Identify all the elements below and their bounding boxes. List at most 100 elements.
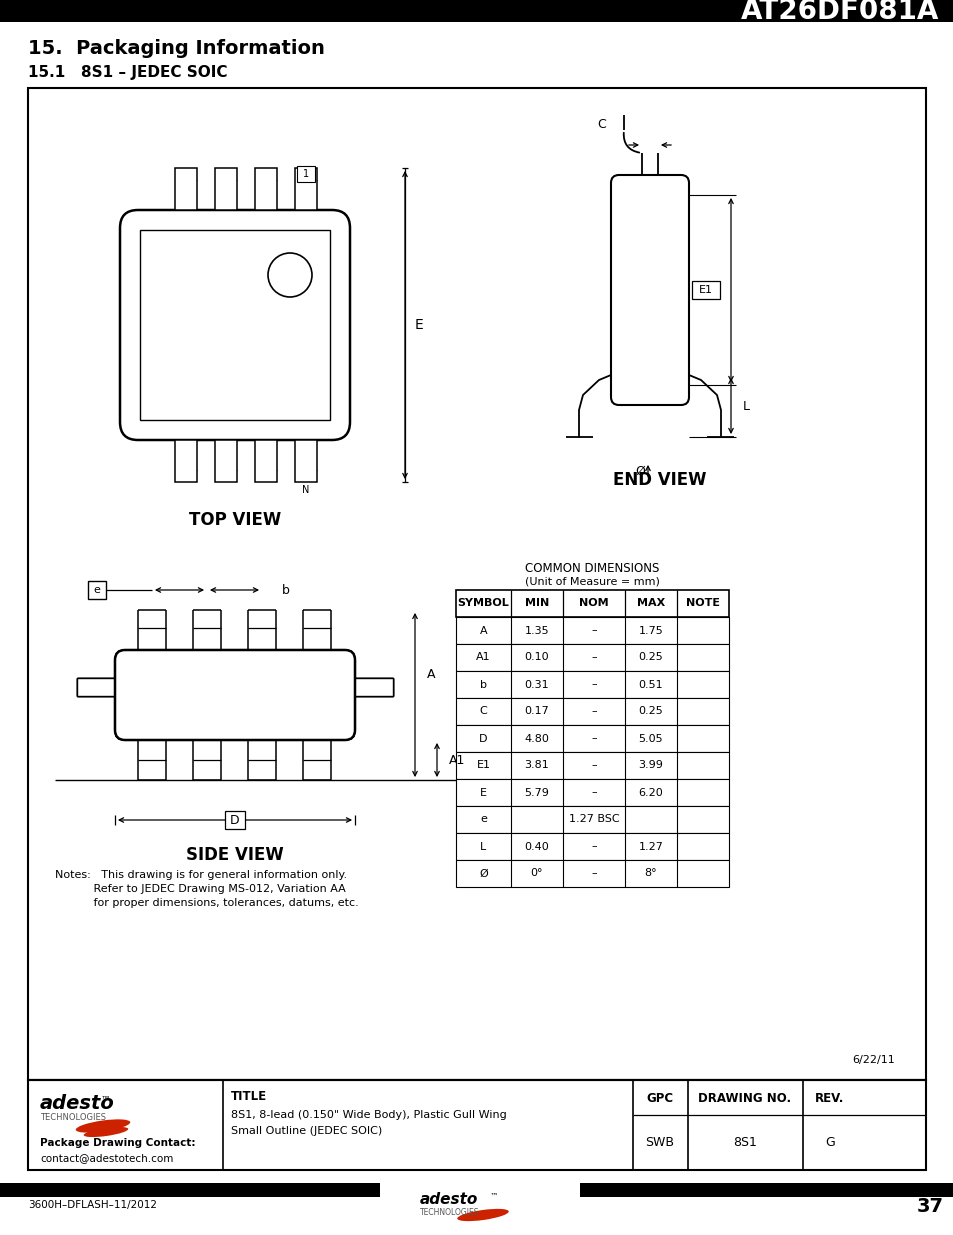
Bar [254,440,276,482]
Text: COMMON DIMENSIONS: COMMON DIMENSIONS [525,562,659,574]
Bar [174,168,196,210]
Text: REV.: REV. [815,1092,843,1104]
Text: 8°: 8° [644,868,657,878]
Bar [456,590,728,618]
Text: MIN: MIN [524,599,549,609]
Bar [214,168,236,210]
Text: G: G [824,1135,834,1149]
Text: adesto: adesto [40,1094,114,1113]
Text: contact@adestotech.com: contact@adestotech.com [40,1153,173,1163]
Text: L: L [742,399,749,412]
Text: 0°: 0° [530,868,542,878]
Text: 5.79: 5.79 [524,788,549,798]
Bar [305,678,393,697]
Text: e: e [479,815,486,825]
Text: b: b [479,679,486,689]
Bar [293,678,393,697]
Bar [691,282,720,299]
Bar [0,0,953,22]
Text: TECHNOLOGIES: TECHNOLOGIES [419,1208,479,1216]
Text: Ø: Ø [635,464,644,478]
Text: ™: ™ [101,1094,111,1104]
Bar [579,1183,953,1197]
Bar [88,580,106,599]
Text: –: – [591,734,597,743]
Text: Refer to JEDEC Drawing MS-012, Variation AA: Refer to JEDEC Drawing MS-012, Variation… [55,884,345,894]
Bar [251,678,393,697]
Bar [214,440,236,482]
Text: 8S1: 8S1 [732,1135,756,1149]
Text: SWB: SWB [645,1135,674,1149]
Text: E1: E1 [476,761,490,771]
Bar [225,811,245,829]
Bar [140,230,330,420]
Text: –: – [591,788,597,798]
Text: Notes:   This drawing is for general information only.: Notes: This drawing is for general infor… [55,869,347,881]
Text: for proper dimensions, tolerances, datums, etc.: for proper dimensions, tolerances, datum… [55,898,358,908]
Text: 0.25: 0.25 [638,706,662,716]
Text: D: D [478,734,487,743]
Text: SIDE VIEW: SIDE VIEW [186,846,284,864]
Text: –: – [591,625,597,636]
Bar [456,832,728,860]
Text: –: – [591,868,597,878]
Text: TECHNOLOGIES: TECHNOLOGIES [40,1113,106,1123]
Bar [294,440,316,482]
Text: 0.51: 0.51 [638,679,662,689]
Bar [77,678,219,697]
Text: 1.27 BSC: 1.27 BSC [568,815,618,825]
FancyBboxPatch shape [115,650,355,740]
Text: 37: 37 [916,1198,943,1216]
Text: 1.35: 1.35 [524,625,549,636]
Bar [28,1079,925,1170]
Text: Small Outline (JEDEC SOIC): Small Outline (JEDEC SOIC) [231,1126,382,1136]
Text: Ø: Ø [478,868,487,878]
Text: (Unit of Measure = mm): (Unit of Measure = mm) [524,577,659,587]
Text: SYMBOL: SYMBOL [457,599,509,609]
Text: C: C [479,706,487,716]
FancyBboxPatch shape [115,650,355,740]
Bar [0,1183,379,1197]
Text: MAX: MAX [637,599,664,609]
Text: Package Drawing Contact:: Package Drawing Contact: [40,1137,195,1149]
Text: 1.75: 1.75 [638,625,662,636]
Text: 0.40: 0.40 [524,841,549,851]
Bar [174,440,196,482]
Text: E: E [479,788,486,798]
Text: END VIEW: END VIEW [613,471,706,489]
Ellipse shape [456,1209,508,1221]
Bar [456,779,728,806]
Text: TOP VIEW: TOP VIEW [189,511,281,529]
Text: C: C [597,119,606,131]
Text: b: b [282,583,290,597]
Text: N: N [302,485,310,495]
Text: –: – [591,652,597,662]
Bar [77,678,177,697]
Text: ™: ™ [490,1192,497,1200]
Text: L: L [480,841,486,851]
Text: –: – [591,706,597,716]
Bar [456,806,728,832]
Text: 0.25: 0.25 [638,652,662,662]
Text: 6/22/11: 6/22/11 [851,1055,894,1065]
Text: 3.99: 3.99 [638,761,662,771]
Text: 0.10: 0.10 [524,652,549,662]
Bar [296,165,314,182]
Bar [456,618,728,643]
Bar [456,860,728,887]
Text: A: A [479,625,487,636]
Ellipse shape [75,1119,131,1132]
Text: A: A [427,668,435,682]
Text: 1: 1 [303,169,309,179]
Text: 0.31: 0.31 [524,679,549,689]
Text: –: – [591,761,597,771]
Text: 5.05: 5.05 [638,734,662,743]
Text: e: e [93,585,100,595]
Text: E: E [415,317,423,332]
Bar [254,168,276,210]
Text: –: – [591,841,597,851]
Text: adesto: adesto [419,1192,477,1207]
Text: 3.81: 3.81 [524,761,549,771]
Text: GPC: GPC [646,1092,673,1104]
Text: A1: A1 [476,652,490,662]
